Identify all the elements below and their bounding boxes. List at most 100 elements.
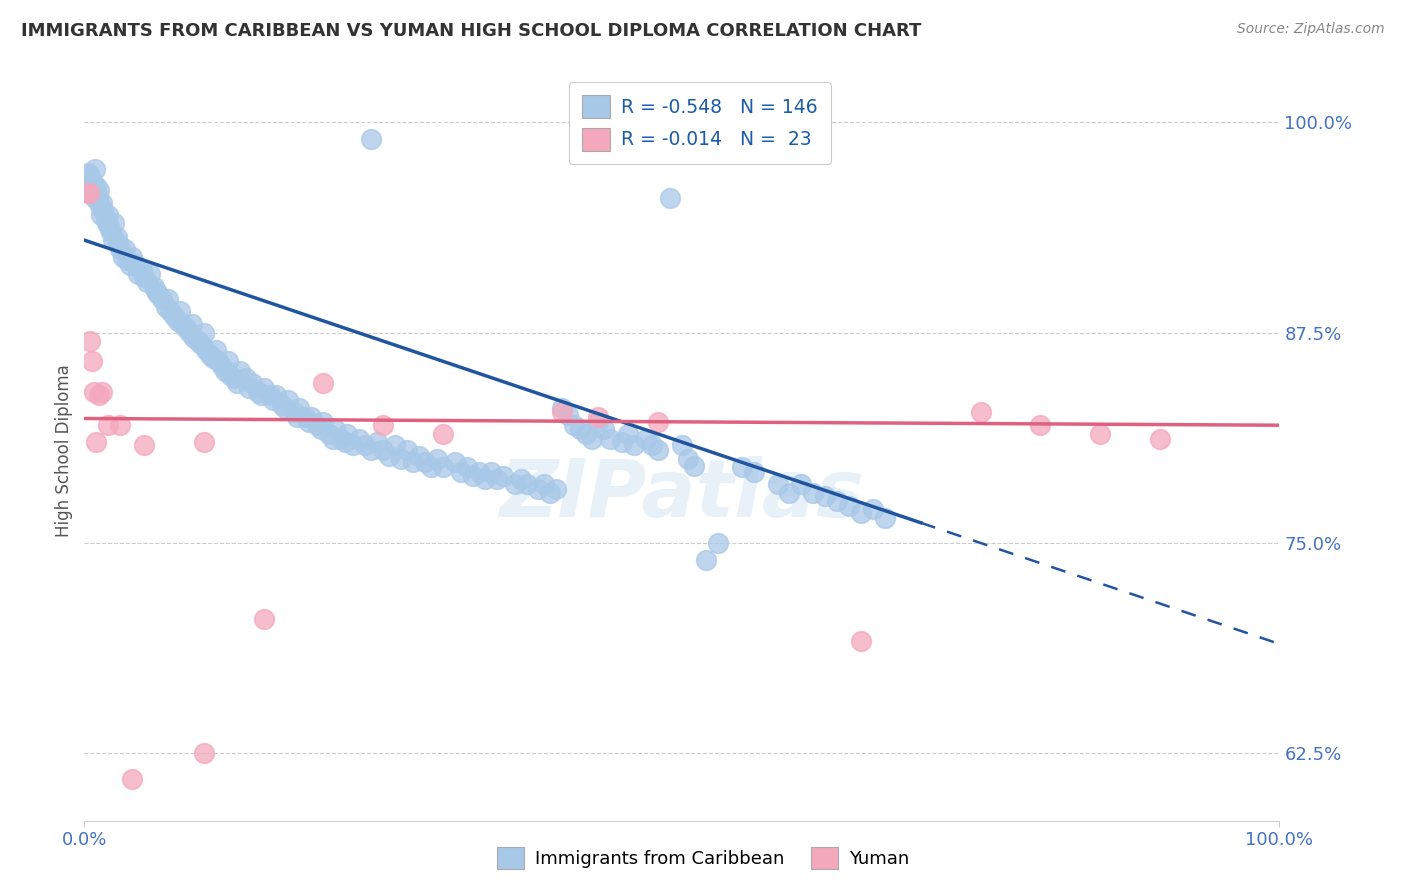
Point [163, 309, 186, 323]
Point [360, 443, 382, 458]
Point [217, 354, 239, 368]
Point [307, 418, 329, 433]
Point [647, 415, 669, 429]
Point [155, 301, 177, 315]
Point [396, 443, 419, 458]
Point [187, 334, 209, 348]
Point [474, 472, 496, 486]
Point [107, 236, 129, 251]
Point [240, 376, 263, 391]
Point [647, 443, 669, 458]
Point [229, 364, 252, 378]
Point [593, 421, 616, 435]
Point [461, 468, 484, 483]
Point [456, 460, 478, 475]
Point [77, 186, 100, 200]
Point [166, 314, 188, 328]
Point [612, 435, 634, 450]
Point [253, 381, 276, 395]
Point [100, 225, 122, 239]
Point [413, 455, 436, 469]
Point [402, 455, 425, 469]
Point [312, 376, 335, 391]
Point [135, 275, 157, 289]
Point [226, 376, 249, 391]
Point [617, 426, 640, 441]
Point [246, 384, 269, 399]
Point [77, 166, 100, 180]
Point [259, 388, 281, 402]
Point [827, 494, 849, 508]
Point [235, 371, 257, 385]
Point [336, 426, 359, 441]
Point [132, 270, 156, 285]
Point [309, 421, 332, 435]
Legend: Immigrants from Caribbean, Yuman: Immigrants from Caribbean, Yuman [489, 839, 917, 876]
Point [91, 196, 114, 211]
Point [240, 31, 263, 45]
Point [742, 466, 765, 480]
Point [145, 284, 167, 298]
Point [110, 242, 132, 256]
Point [84, 191, 107, 205]
Point [492, 468, 515, 483]
Point [97, 208, 120, 222]
Point [389, 451, 412, 466]
Point [87, 183, 110, 197]
Point [779, 485, 801, 500]
Point [87, 388, 110, 402]
Point [641, 438, 664, 452]
Point [373, 418, 395, 433]
Point [193, 435, 215, 450]
Point [193, 326, 215, 340]
Point [86, 191, 108, 205]
Text: IMMIGRANTS FROM CARIBBEAN VS YUMAN HIGH SCHOOL DIPLOMA CORRELATION CHART: IMMIGRANTS FROM CARIBBEAN VS YUMAN HIGH … [21, 22, 921, 40]
Point [671, 438, 693, 452]
Point [509, 472, 531, 486]
Point [294, 409, 316, 424]
Point [127, 267, 149, 281]
Point [1029, 418, 1052, 433]
Point [569, 421, 592, 435]
Point [82, 178, 104, 192]
Point [193, 747, 215, 761]
Point [172, 318, 194, 332]
Point [970, 405, 993, 419]
Point [378, 449, 401, 463]
Point [636, 432, 658, 446]
Point [169, 303, 191, 318]
Point [803, 485, 825, 500]
Point [485, 472, 508, 486]
Point [766, 477, 789, 491]
Point [101, 233, 124, 247]
Point [731, 460, 754, 475]
Point [366, 435, 388, 450]
Point [253, 612, 276, 626]
Point [105, 229, 128, 244]
Point [219, 368, 242, 382]
Point [318, 426, 340, 441]
Point [322, 432, 344, 446]
Point [179, 326, 201, 340]
Point [588, 409, 610, 424]
Point [83, 384, 105, 399]
Point [91, 384, 114, 399]
Point [312, 415, 335, 429]
Point [98, 219, 121, 234]
Point [875, 510, 897, 524]
Point [94, 213, 117, 227]
Point [851, 633, 873, 648]
Point [288, 401, 311, 416]
Point [695, 553, 717, 567]
Point [533, 477, 555, 491]
Point [86, 179, 108, 194]
Point [132, 438, 156, 452]
Point [103, 216, 125, 230]
Point [86, 186, 108, 200]
Point [202, 351, 225, 365]
Point [444, 455, 467, 469]
Point [181, 318, 204, 332]
Point [148, 287, 170, 301]
Text: ZIPatlas: ZIPatlas [499, 456, 865, 534]
Point [139, 267, 162, 281]
